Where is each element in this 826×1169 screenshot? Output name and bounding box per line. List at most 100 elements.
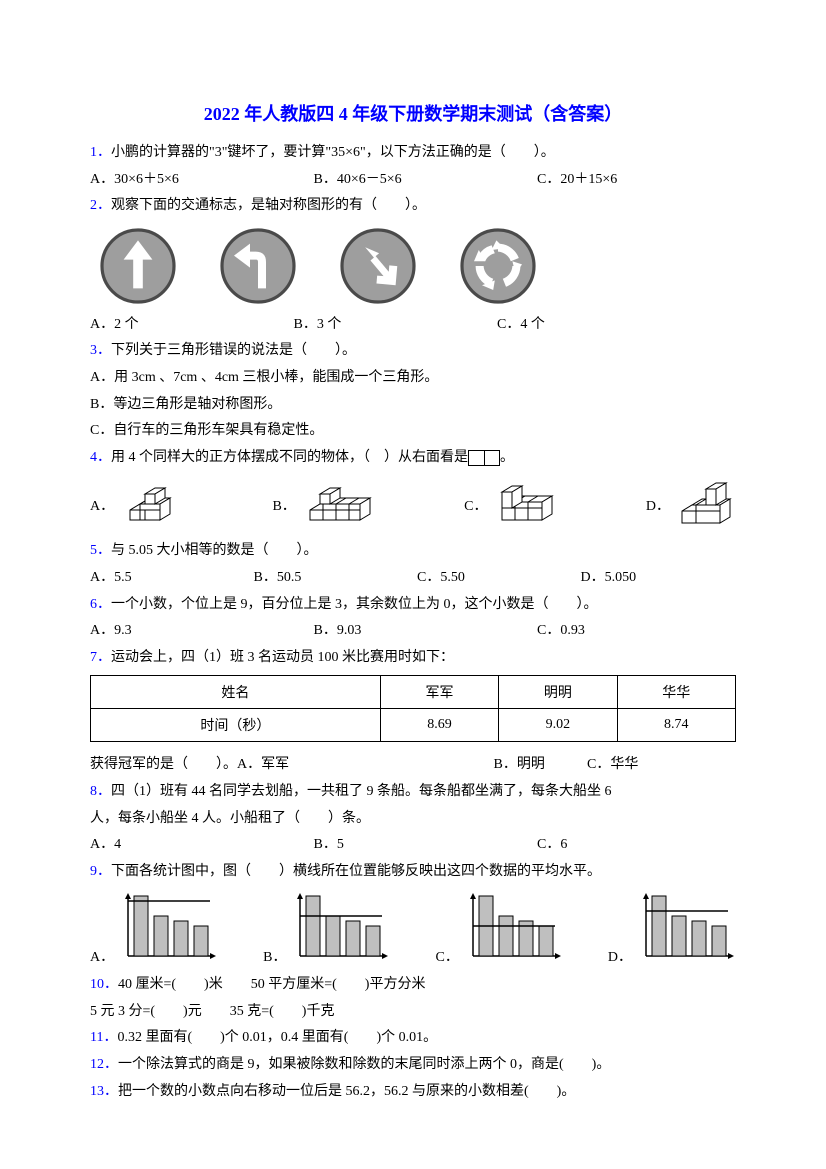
q1-options: A．30×6＋5×6 B．40×6－5×6 C．20＋15×6 — [90, 167, 736, 194]
q1-num: 1． — [90, 145, 111, 160]
q5-opt-c: C．5.50 — [417, 565, 577, 592]
q10-line2: 5 元 3 分=( )元 35 克=( )千克 — [90, 999, 736, 1026]
td-1: 8.69 — [380, 709, 498, 742]
q7-text: 运动会上，四（1）班 3 名运动员 100 米比赛用时如下： — [111, 650, 454, 665]
q4-text-after: 。 — [500, 450, 514, 465]
q2-text: 观察下面的交通标志，是轴对称图形的有（ ）。 — [111, 198, 426, 213]
q4-text-before: 用 4 个同样大的正方体摆成不同的物体，（ ）从右面看是 — [111, 450, 468, 465]
bar-chart-c — [463, 891, 563, 966]
th-name: 姓名 — [91, 676, 381, 709]
q1-opt-c: C．20＋15×6 — [537, 167, 617, 194]
q11-num: 11． — [90, 1030, 117, 1045]
q6-text: 一个小数，个位上是 9，百分位上是 3，其余数位上为 0，这个小数是（ ）。 — [111, 597, 598, 612]
q9-opt-d: D． — [608, 891, 736, 966]
q8-text2: 人，每条小船坐 4 人。小船租了（ ）条。 — [90, 806, 736, 833]
q3-text: 下列关于三角形错误的说法是（ ）。 — [111, 343, 356, 358]
q5: 5．与 5.05 大小相等的数是（ ）。 — [90, 538, 736, 565]
q5-text: 与 5.05 大小相等的数是（ ）。 — [111, 543, 318, 558]
q10-line1: 10．40 厘米=( )米 50 平方厘米=( )平方分米 — [90, 972, 736, 999]
q8-opt-b: B．5 — [314, 832, 534, 859]
two-square-icon — [468, 450, 500, 466]
q10-text1: 40 厘米=( )米 50 平方厘米=( )平方分米 — [118, 977, 425, 992]
q7-opt-c: C．华华 — [587, 752, 638, 779]
q6-opt-c: C．0.93 — [537, 618, 585, 645]
th-3: 华华 — [617, 676, 735, 709]
q2-num: 2． — [90, 198, 111, 213]
bar-chart-b — [290, 891, 390, 966]
q7-opt-b: B．明明 — [494, 752, 584, 779]
q9-d-label: D． — [608, 946, 632, 966]
q4: 4．用 4 个同样大的正方体摆成不同的物体，（ ）从右面看是 。 — [90, 445, 736, 472]
page: 2022 年人教版四 4 年级下册数学期末测试（含答案） 1．小鹏的计算器的"3… — [0, 0, 826, 1169]
q12-text: 一个除法算式的商是 9，如果被除数和除数的末尾同时添上两个 0，商是( )。 — [118, 1057, 610, 1072]
q4-opt-a: A． — [90, 480, 190, 530]
td-3: 8.74 — [617, 709, 735, 742]
q2-signs — [90, 220, 736, 312]
q4-opt-b: B． — [272, 480, 381, 530]
td-label: 时间（秒） — [91, 709, 381, 742]
q7-after-text: 获得冠军的是（ ）。A．军军 — [90, 752, 490, 779]
q4-options: A． B． — [90, 471, 736, 538]
q5-opt-a: A．5.5 — [90, 565, 250, 592]
q4-num: 4． — [90, 450, 111, 465]
q12: 12．一个除法算式的商是 9，如果被除数和除数的末尾同时添上两个 0，商是( )… — [90, 1052, 736, 1079]
q3-opt-b: B．等边三角形是轴对称图形。 — [90, 392, 736, 419]
q2-opt-c: C．4 个 — [497, 312, 545, 339]
q9-b-label: B． — [263, 946, 286, 966]
q4-a-label: A． — [90, 495, 114, 515]
q1-opt-a: A．30×6＋5×6 — [90, 167, 310, 194]
q9-num: 9． — [90, 864, 111, 879]
bar-chart-d — [636, 891, 736, 966]
q6-opt-a: A．9.3 — [90, 618, 310, 645]
q9-text: 下面各统计图中，图（ ）横线所在位置能够反映出这四个数据的平均水平。 — [111, 864, 601, 879]
sign-left-turn — [218, 226, 298, 306]
q5-opt-d: D．5.050 — [581, 565, 637, 592]
sign-diag-arrow — [338, 226, 418, 306]
cube-fig-d — [676, 477, 736, 532]
q7-num: 7． — [90, 650, 111, 665]
q13-text: 把一个数的小数点向右移动一位后是 56.2，56.2 与原来的小数相差( )。 — [118, 1084, 575, 1099]
q3-opt-c: C．自行车的三角形车架具有稳定性。 — [90, 418, 736, 445]
q9-c-label: C． — [436, 946, 459, 966]
q4-opt-c: C． — [464, 480, 563, 530]
q9-a-label: A． — [90, 946, 114, 966]
q4-d-label: D． — [646, 495, 670, 515]
q2-opt-a: A．2 个 — [90, 312, 290, 339]
q1-text: 小鹏的计算器的"3"键坏了，要计算"35×6"，以下方法正确的是（ ）。 — [111, 145, 555, 160]
q1-opt-b: B．40×6－5×6 — [314, 167, 534, 194]
q9-charts: A． B． C． D． — [90, 885, 736, 972]
q4-c-label: C． — [464, 495, 487, 515]
th-2: 明明 — [499, 676, 617, 709]
cube-fig-c — [494, 480, 564, 530]
q8-num: 8． — [90, 784, 111, 799]
q2-opt-b: B．3 个 — [294, 312, 494, 339]
q3-opt-a: A．用 3cm 、7cm 、4cm 三根小棒，能围成一个三角形。 — [90, 365, 736, 392]
q6-options: A．9.3 B．9.03 C．0.93 — [90, 618, 736, 645]
q2-options: A．2 个 B．3 个 C．4 个 — [90, 312, 736, 339]
q4-opt-d: D． — [646, 477, 736, 532]
q12-num: 12． — [90, 1057, 118, 1072]
q6-opt-b: B．9.03 — [314, 618, 534, 645]
q9-opt-c: C． — [436, 891, 563, 966]
bar-chart-a — [118, 891, 218, 966]
page-title: 2022 年人教版四 4 年级下册数学期末测试（含答案） — [90, 100, 736, 126]
q8-text1: 四（1）班有 44 名同学去划船，一共租了 9 条船。每条船都坐满了，每条大船坐… — [111, 784, 612, 799]
q8-opt-a: A．4 — [90, 832, 310, 859]
sign-up-arrow — [98, 226, 178, 306]
q7-after: 获得冠军的是（ ）。A．军军 B．明明 C．华华 — [90, 752, 736, 779]
q13-num: 13． — [90, 1084, 118, 1099]
q2: 2．观察下面的交通标志，是轴对称图形的有（ ）。 — [90, 193, 736, 220]
q9-opt-b: B． — [263, 891, 390, 966]
q5-opt-b: B．50.5 — [254, 565, 414, 592]
q8: 8．四（1）班有 44 名同学去划船，一共租了 9 条船。每条船都坐满了，每条大… — [90, 779, 736, 806]
q11-text: 0.32 里面有( )个 0.01，0.4 里面有( )个 0.01。 — [117, 1030, 437, 1045]
q3-num: 3． — [90, 343, 111, 358]
cube-fig-a — [120, 480, 190, 530]
sign-roundabout — [458, 226, 538, 306]
q8-opt-c: C．6 — [537, 832, 567, 859]
q3: 3．下列关于三角形错误的说法是（ ）。 — [90, 338, 736, 365]
q11: 11．0.32 里面有( )个 0.01，0.4 里面有( )个 0.01。 — [90, 1025, 736, 1052]
q10-num: 10． — [90, 977, 118, 992]
q8-options: A．4 B．5 C．6 — [90, 832, 736, 859]
table-row: 姓名 军军 明明 华华 — [91, 676, 736, 709]
